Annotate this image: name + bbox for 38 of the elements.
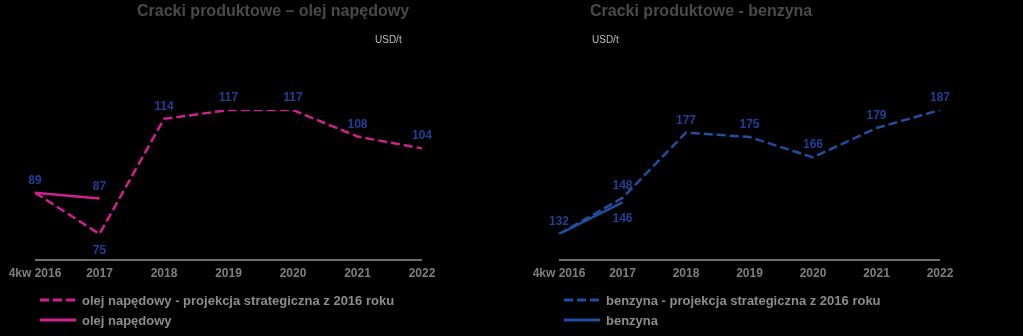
x-tick-label: 2017 bbox=[86, 265, 114, 280]
x-tick-label: 2017 bbox=[609, 265, 637, 280]
x-tick-label: 2018 bbox=[150, 265, 178, 280]
data-label: 148 bbox=[612, 177, 633, 192]
data-label: 187 bbox=[929, 90, 951, 104]
data-label: 108 bbox=[347, 116, 368, 131]
x-tick-label: 2021 bbox=[863, 265, 891, 280]
data-label: 117 bbox=[218, 90, 239, 104]
x-tick-label: 2022 bbox=[408, 265, 436, 280]
chart-title: Cracki produktowe - benzyna bbox=[590, 2, 813, 20]
data-label: 177 bbox=[675, 112, 697, 127]
data-label: 75 bbox=[92, 243, 107, 257]
chart-subtitle: USD/t bbox=[375, 34, 402, 45]
data-label: 179 bbox=[866, 108, 887, 123]
x-tick-label: 2020 bbox=[279, 265, 307, 280]
data-label: 114 bbox=[154, 98, 175, 113]
x-tick-label: 2019 bbox=[736, 265, 764, 280]
x-tick-label: 2021 bbox=[344, 265, 372, 280]
x-tick-label: 4kw 2016 bbox=[532, 265, 586, 280]
data-label: 132 bbox=[548, 214, 570, 228]
legend-label: benzyna - projekcja strategiczna z 2016 roku bbox=[606, 292, 881, 308]
x-tick-label: 2018 bbox=[672, 265, 700, 280]
legend-label: olej napędowy bbox=[82, 312, 172, 328]
x-tick-label: 2022 bbox=[926, 265, 954, 280]
x-tick-label: 2020 bbox=[799, 265, 827, 280]
data-label: 166 bbox=[802, 137, 824, 152]
chart-subtitle: USD/t bbox=[592, 34, 619, 45]
data-label: 175 bbox=[739, 117, 760, 132]
x-tick-label: 2019 bbox=[215, 265, 243, 280]
data-label: 104 bbox=[411, 128, 433, 143]
data-label: 117 bbox=[283, 90, 304, 104]
data-label: 89 bbox=[28, 172, 42, 187]
data-label: 87 bbox=[92, 178, 107, 193]
chart-title: Cracki produktowe – olej napędowy bbox=[137, 2, 410, 20]
legend-label: benzyna bbox=[606, 312, 659, 328]
legend-label: olej napędowy - projekcja strategiczna z 2016 roku bbox=[82, 292, 395, 308]
data-label: 146 bbox=[612, 211, 633, 226]
x-tick-label: 4kw 2016 bbox=[8, 265, 62, 280]
